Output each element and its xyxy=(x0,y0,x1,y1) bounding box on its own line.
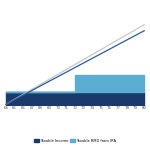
Legend: Taxable Income, Taxable RMD from IRA: Taxable Income, Taxable RMD from IRA xyxy=(34,139,116,143)
